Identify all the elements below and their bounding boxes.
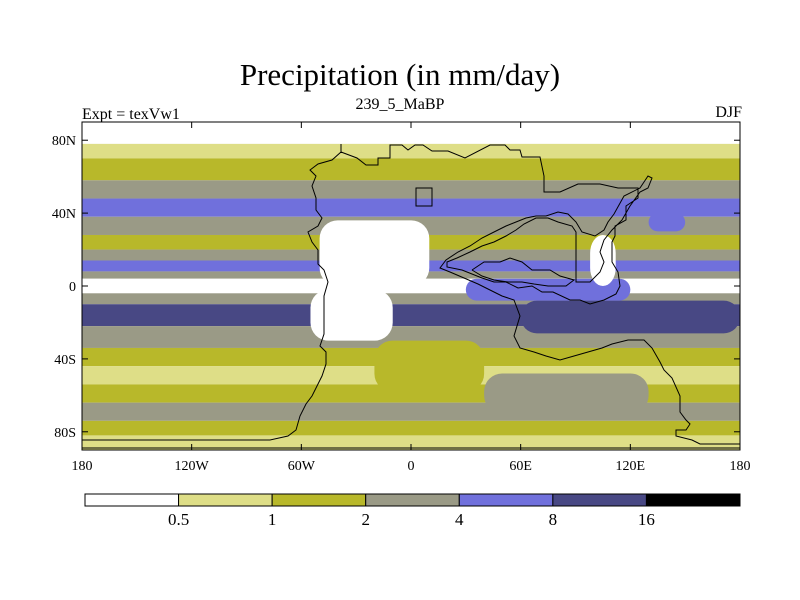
colorbar: 0.5 1 2 4 8 16 [84, 493, 741, 529]
y-tick-label: 80S [54, 426, 76, 441]
x-tick-label: 120E [616, 459, 646, 474]
continent-outline-central-asia [471, 257, 576, 287]
precip-region-southern-interior-semiarid [374, 340, 485, 392]
x-tick-label: 180 [730, 459, 751, 474]
x-tick-label: 180 [72, 459, 93, 474]
colorbar-label: 16 [638, 510, 655, 529]
x-tick-label: 60W [288, 459, 316, 474]
y-tick-label: 40S [54, 353, 76, 368]
y-tick-label: 0 [69, 280, 76, 295]
precip-region-tethys-band [465, 278, 631, 301]
colorbar-swatch [458, 493, 554, 507]
precip-band-2 [82, 158, 740, 181]
precip-region-southern-high-wet [484, 373, 649, 414]
x-tick-label: 0 [408, 459, 415, 474]
continent-outline-layer [81, 144, 741, 449]
colorbar-swatch [365, 493, 460, 507]
x-tick-label: 60E [509, 459, 532, 474]
x-tick-label: 120W [175, 459, 210, 474]
colorbar-swatch [645, 493, 741, 507]
colorbar-label: 1 [268, 510, 277, 529]
precip-region-pangea-arid-north [319, 220, 430, 286]
chart-subtitle: 239_5_MaBP [355, 96, 445, 113]
precip-band-0 [82, 122, 740, 144]
precip-band-18 [82, 420, 740, 436]
colorbar-swatch [178, 493, 273, 507]
colorbar-label: 0.5 [168, 510, 189, 529]
chart-title: Precipitation (in mm/day) [239, 57, 561, 92]
y-tick-label: 40N [52, 207, 76, 222]
colorbar-label: 4 [455, 510, 464, 529]
colorbar-label: 8 [549, 510, 558, 529]
precip-band-3 [82, 180, 740, 199]
continent-outline-island-iberia [415, 187, 433, 207]
colorbar-swatch [552, 493, 647, 507]
precip-region-pangea-arid-south [310, 289, 393, 341]
experiment-label: Expt = texVw1 [82, 106, 180, 123]
precip-region-tethys-tropical-maximum [520, 300, 740, 334]
precip-band-1 [82, 143, 740, 159]
colorbar-label: 2 [361, 510, 370, 529]
axis-ticks: 180 120W 60W 0 60E 120E 180 80N 40N 0 40S 80S [52, 122, 751, 474]
precip-band-4 [82, 198, 740, 217]
y-tick-label: 80N [52, 134, 76, 149]
precip-band-11 [82, 293, 740, 305]
precipitation-fill-layer [82, 122, 740, 450]
continent-outline-pangea [81, 144, 741, 449]
colorbar-swatch [271, 493, 367, 507]
colorbar-swatch [84, 493, 180, 507]
season-label: DJF [715, 104, 742, 121]
precip-region-north-pacific-storm-track [648, 213, 686, 232]
precip-band-19 [82, 435, 740, 450]
